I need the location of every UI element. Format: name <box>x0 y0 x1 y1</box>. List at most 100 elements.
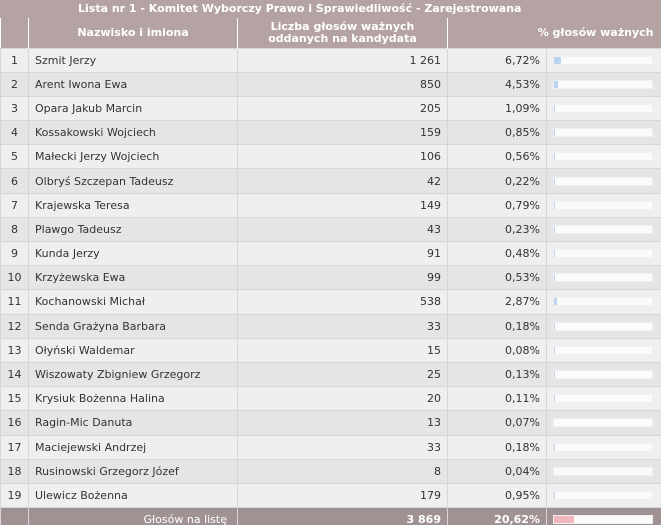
share-bar <box>553 273 653 283</box>
share-bar-cell <box>546 168 661 194</box>
candidate-votes: 43 <box>237 216 448 243</box>
row-number: 1 <box>0 47 29 73</box>
table-row: 7 Krajewska Teresa 149 0,79% <box>0 192 661 218</box>
row-number: 12 <box>0 313 29 339</box>
row-number: 17 <box>0 434 29 460</box>
row-number: 10 <box>0 265 29 291</box>
candidate-percent: 0,04% <box>447 458 547 484</box>
share-bar <box>553 370 653 380</box>
candidate-votes: 99 <box>237 265 448 291</box>
header-row: Nazwisko i imiona Liczba głosów ważnych … <box>0 18 661 48</box>
candidate-percent: 0,18% <box>447 313 547 339</box>
table-row: 6 Olbryś Szczepan Tadeusz 42 0,22% <box>0 168 661 194</box>
share-bar <box>553 200 653 210</box>
candidate-name: Opara Jakub Marcin <box>28 95 238 122</box>
candidate-votes: 91 <box>237 240 448 267</box>
candidate-name: Plawgo Tadeusz <box>28 216 238 243</box>
share-bar <box>553 442 653 452</box>
share-bar-cell <box>546 71 661 97</box>
candidate-votes: 1 261 <box>237 47 448 73</box>
share-bar-cell <box>546 313 661 339</box>
row-number: 5 <box>0 144 29 170</box>
candidate-name: Wiszowaty Zbigniew Grzegorz <box>28 361 238 388</box>
row-number: 7 <box>0 192 29 218</box>
candidate-percent: 0,48% <box>447 240 547 267</box>
candidate-name: Ulewicz Bożenna <box>28 482 238 509</box>
candidate-percent: 4,53% <box>447 71 547 97</box>
table-row: 15 Krysiuk Bożenna Halina 20 0,11% <box>0 386 661 412</box>
candidate-name: Kunda Jerzy <box>28 240 238 267</box>
share-bar <box>553 79 653 89</box>
share-bar-fill <box>554 104 556 112</box>
candidate-name: Małecki Jerzy Wojciech <box>28 144 238 170</box>
candidate-name: Szmit Jerzy <box>28 47 238 73</box>
table-row: 17 Maciejewski Andrzej 33 0,18% <box>0 434 661 460</box>
share-bar-fill <box>554 201 555 209</box>
share-bar-cell <box>546 386 661 412</box>
total-share-bar-fill <box>554 516 575 524</box>
results-table: Nazwisko i imiona Liczba głosów ważnych … <box>0 18 661 525</box>
candidate-votes: 8 <box>237 458 448 484</box>
table-row: 9 Kunda Jerzy 91 0,48% <box>0 240 661 267</box>
candidate-name: Rusinowski Grzegorz Józef <box>28 458 238 484</box>
share-bar-cell <box>546 120 661 146</box>
candidate-percent: 0,56% <box>447 144 547 170</box>
share-bar-cell <box>546 47 661 73</box>
table-body: 1 Szmit Jerzy 1 261 6,72% 2 Arent Iwona Ewa 85… <box>0 47 661 509</box>
table-row: 10 Krzyżewska Ewa 99 0,53% <box>0 265 661 291</box>
column-header-percent: % głosów ważnych <box>447 18 661 48</box>
share-bar-cell <box>546 410 661 436</box>
candidate-percent: 2,87% <box>447 289 547 315</box>
share-bar-cell <box>546 458 661 484</box>
table-row: 3 Opara Jakub Marcin 205 1,09% <box>0 95 661 122</box>
candidate-votes: 15 <box>237 337 448 363</box>
share-bar-cell <box>546 192 661 218</box>
candidate-votes: 159 <box>237 120 448 146</box>
candidate-name: Senda Grażyna Barbara <box>28 313 238 339</box>
candidate-votes: 179 <box>237 482 448 509</box>
total-votes: 3 869 <box>237 507 448 525</box>
row-number: 19 <box>0 482 29 509</box>
candidate-votes: 13 <box>237 410 448 436</box>
share-bar-fill <box>554 80 559 88</box>
candidate-percent: 6,72% <box>447 47 547 73</box>
share-bar <box>553 321 653 331</box>
table-row: 11 Kochanowski Michał 538 2,87% <box>0 289 661 315</box>
share-bar-cell <box>546 95 661 122</box>
candidate-percent: 0,07% <box>447 410 547 436</box>
share-bar <box>553 297 653 307</box>
share-bar-fill <box>554 153 555 161</box>
share-bar <box>553 394 653 404</box>
total-share-bar <box>553 515 653 525</box>
candidate-name: Ołyński Waldemar <box>28 337 238 363</box>
candidate-name: Olbryś Szczepan Tadeusz <box>28 168 238 194</box>
candidate-percent: 0,13% <box>447 361 547 388</box>
row-number: 6 <box>0 168 29 194</box>
candidate-name: Ragin-Mic Danuta <box>28 410 238 436</box>
row-number: 3 <box>0 95 29 122</box>
candidate-name: Kochanowski Michał <box>28 289 238 315</box>
share-bar <box>553 345 653 355</box>
candidate-votes: 538 <box>237 289 448 315</box>
row-number: 15 <box>0 386 29 412</box>
candidate-percent: 0,85% <box>447 120 547 146</box>
candidate-name: Arent Iwona Ewa <box>28 71 238 97</box>
candidate-percent: 0,11% <box>447 386 547 412</box>
candidate-name: Krajewska Teresa <box>28 192 238 218</box>
candidate-votes: 205 <box>237 95 448 122</box>
candidate-name: Krzyżewska Ewa <box>28 265 238 291</box>
share-bar-fill <box>554 56 561 64</box>
share-bar-cell <box>546 265 661 291</box>
candidate-name: Maciejewski Andrzej <box>28 434 238 460</box>
candidate-percent: 0,18% <box>447 434 547 460</box>
candidate-votes: 33 <box>237 434 448 460</box>
row-number: 9 <box>0 240 29 267</box>
row-number: 8 <box>0 216 29 243</box>
table-row: 8 Plawgo Tadeusz 43 0,23% <box>0 216 661 243</box>
share-bar-cell <box>546 144 661 170</box>
row-number: 11 <box>0 289 29 315</box>
share-bar-fill <box>554 129 555 137</box>
share-bar-cell <box>546 216 661 243</box>
share-bar <box>553 466 653 476</box>
table-row: 5 Małecki Jerzy Wojciech 106 0,56% <box>0 144 661 170</box>
